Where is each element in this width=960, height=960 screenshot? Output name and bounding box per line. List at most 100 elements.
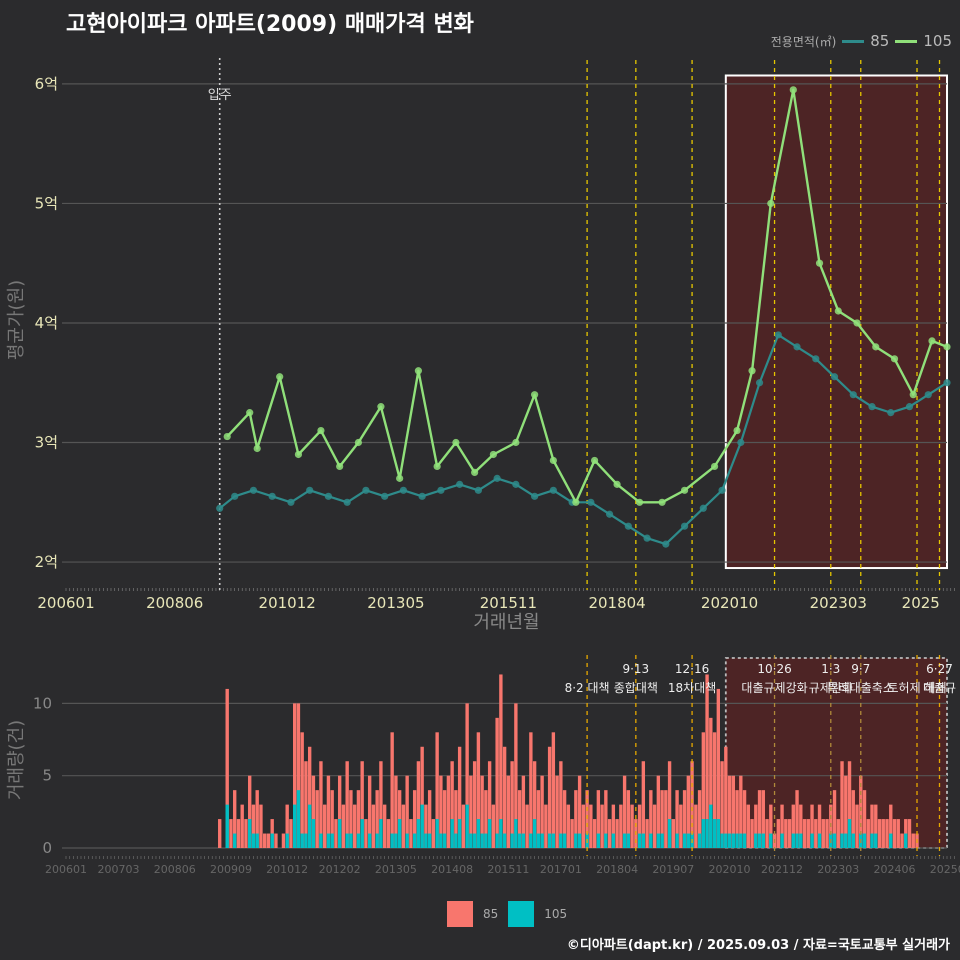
y-tick-label: 2억 bbox=[35, 553, 58, 571]
bar-105 bbox=[667, 819, 672, 848]
bar-105 bbox=[465, 804, 469, 848]
bar-85 bbox=[424, 804, 428, 848]
bar-85 bbox=[319, 761, 323, 848]
bar-85 bbox=[581, 804, 586, 848]
bar-85 bbox=[405, 775, 409, 848]
bar-105 bbox=[847, 819, 852, 848]
bar-85 bbox=[769, 804, 773, 848]
data-point-85 bbox=[531, 492, 539, 500]
bottom-x-tick-label: 202303 bbox=[817, 863, 859, 876]
bar-85 bbox=[255, 790, 259, 848]
bar-85 bbox=[577, 775, 582, 848]
bar-105 bbox=[660, 833, 664, 848]
bar-105 bbox=[248, 819, 252, 848]
data-point-105 bbox=[294, 450, 303, 459]
bar-85 bbox=[409, 819, 413, 848]
data-point-105 bbox=[748, 367, 756, 375]
bar-85 bbox=[607, 819, 612, 848]
bar-85 bbox=[791, 804, 795, 848]
bar-85 bbox=[364, 819, 368, 848]
bar-85 bbox=[307, 746, 312, 848]
x-tick-label: 200806 bbox=[146, 594, 203, 612]
bar-105 bbox=[379, 819, 383, 848]
bar-85 bbox=[701, 732, 706, 848]
bottom-y-tick-label: 0 bbox=[42, 839, 52, 857]
bar-85 bbox=[525, 804, 529, 848]
data-point-85 bbox=[399, 486, 408, 494]
bar-85 bbox=[457, 746, 462, 848]
legend-swatch-105 bbox=[895, 39, 918, 43]
bar-85 bbox=[664, 790, 668, 848]
bar-85 bbox=[735, 790, 739, 848]
x-tick-label: 201012 bbox=[259, 594, 316, 612]
bar-85 bbox=[622, 775, 627, 848]
policy-name-label: 대출규 bbox=[923, 681, 956, 695]
y-tick-label: 3억 bbox=[35, 434, 58, 452]
bar-105 bbox=[420, 804, 424, 848]
bar-105 bbox=[551, 833, 556, 848]
bar-105 bbox=[521, 833, 526, 848]
bar-105 bbox=[424, 833, 428, 848]
bar-105 bbox=[735, 833, 739, 848]
bar-85 bbox=[349, 790, 353, 848]
bar-85 bbox=[390, 732, 394, 848]
bar-85 bbox=[263, 833, 267, 848]
bar-85 bbox=[660, 790, 664, 848]
bar-85 bbox=[746, 804, 750, 848]
data-point-105 bbox=[433, 462, 441, 471]
bar-85 bbox=[274, 833, 278, 848]
bar-85 bbox=[900, 833, 904, 848]
bar-85 bbox=[484, 790, 488, 848]
bar-85 bbox=[574, 790, 578, 848]
bar-85 bbox=[356, 790, 361, 848]
bar-105 bbox=[724, 833, 728, 848]
x-tick-label: 2025 bbox=[902, 594, 940, 612]
bar-85 bbox=[817, 804, 822, 848]
data-point-85 bbox=[718, 486, 726, 494]
bottom-x-tick-label: 202112 bbox=[761, 863, 803, 876]
bar-105 bbox=[622, 833, 627, 848]
policy-date-label: 9·7 bbox=[851, 662, 870, 676]
bar-85 bbox=[641, 761, 646, 848]
data-point-85 bbox=[868, 403, 876, 411]
x-tick-label: 202303 bbox=[810, 594, 867, 612]
y-tick-label: 6억 bbox=[35, 75, 58, 93]
bar-105 bbox=[596, 833, 601, 848]
bar-105 bbox=[255, 833, 259, 848]
bar-85 bbox=[292, 703, 297, 848]
bar-85 bbox=[847, 761, 852, 848]
bar-105 bbox=[517, 833, 522, 848]
bar-85 bbox=[731, 775, 735, 848]
data-point-105 bbox=[246, 409, 254, 417]
data-point-85 bbox=[680, 522, 689, 530]
bar-85 bbox=[401, 804, 406, 848]
bar-85 bbox=[757, 790, 762, 848]
bar-105 bbox=[472, 833, 477, 848]
policy-name-label: 특례대출축소 bbox=[828, 681, 894, 695]
bar-105 bbox=[817, 833, 822, 848]
bar-105 bbox=[727, 833, 732, 848]
x-tick-label: 200601 bbox=[37, 594, 94, 612]
bar-105 bbox=[769, 833, 773, 848]
bar-85 bbox=[240, 804, 244, 848]
bar-85 bbox=[671, 819, 676, 848]
bar-85 bbox=[547, 746, 552, 848]
data-point-85 bbox=[306, 486, 314, 494]
bar-105 bbox=[442, 833, 447, 848]
legend-label-85: 85 bbox=[870, 32, 890, 50]
bar-85 bbox=[806, 819, 810, 848]
bar-85 bbox=[720, 761, 724, 848]
bar-85 bbox=[859, 775, 863, 848]
data-point-105 bbox=[317, 426, 325, 435]
x-tick-label: 201511 bbox=[480, 594, 537, 612]
top-legend-label: 전용면적(㎡) bbox=[770, 34, 837, 49]
bar-85 bbox=[322, 804, 327, 848]
bar-85 bbox=[630, 804, 634, 848]
bar-85 bbox=[431, 819, 436, 848]
bar-85 bbox=[386, 819, 391, 848]
bar-105 bbox=[394, 833, 398, 848]
data-point-85 bbox=[268, 492, 276, 500]
bar-85 bbox=[446, 775, 451, 848]
bar-85 bbox=[416, 761, 421, 848]
bottom-x-tick-label: 202509 bbox=[930, 863, 960, 876]
